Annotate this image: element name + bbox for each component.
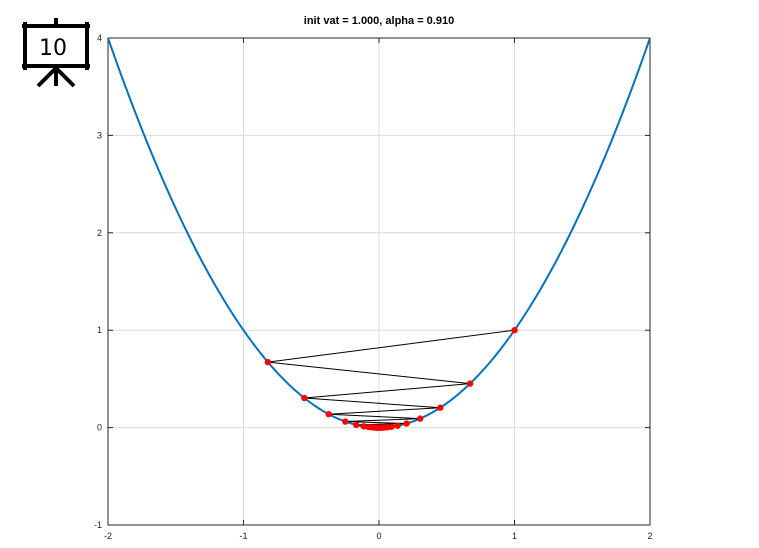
y-tick-label: 4 [97,33,102,43]
x-tick-label: 0 [376,531,381,541]
iterate-point [437,404,444,411]
iterate-point [375,424,382,431]
iteration-segment [304,397,441,409]
y-tick-labels: -1 0 1 2 3 4 [94,33,102,530]
chart-title: init vat = 1.000, alpha = 0.910 [304,15,454,27]
iterate-point [301,394,308,402]
y-tick-label: 0 [97,423,102,433]
iterate-point [353,421,360,429]
y-tick-label: 3 [97,130,102,140]
iterate-point [511,327,518,334]
iterate-point [325,410,332,418]
iterate-points [264,327,518,431]
iterate-point [360,423,367,430]
y-tick-label: 2 [97,228,102,238]
x-tick-label: 2 [647,531,652,541]
axis-ticks [107,37,651,526]
iterate-point [394,422,401,429]
iterate-point [466,380,474,387]
y-tick-label: 1 [97,325,102,335]
x-tick-label: -2 [104,531,112,541]
iteration-segment [304,383,471,399]
x-tick-labels: -2 -1 0 1 2 [104,531,653,541]
iterate-point [264,358,272,366]
grid-lines [107,37,651,526]
x-tick-label: 1 [512,531,517,541]
iteration-segment [267,329,515,363]
badge-label: 10 [39,36,67,61]
iterate-point [403,420,410,427]
x-tick-label: -1 [239,531,247,541]
iteration-segment [345,418,421,423]
iterate-point [342,418,349,425]
iteration-path [267,329,515,429]
iterate-point [416,415,424,422]
y-tick-label: -1 [94,520,102,530]
iteration-segment [328,413,421,420]
iteration-segment [267,361,471,385]
presentation-board-icon: 10 [22,18,90,88]
iteration-segment [328,407,441,415]
